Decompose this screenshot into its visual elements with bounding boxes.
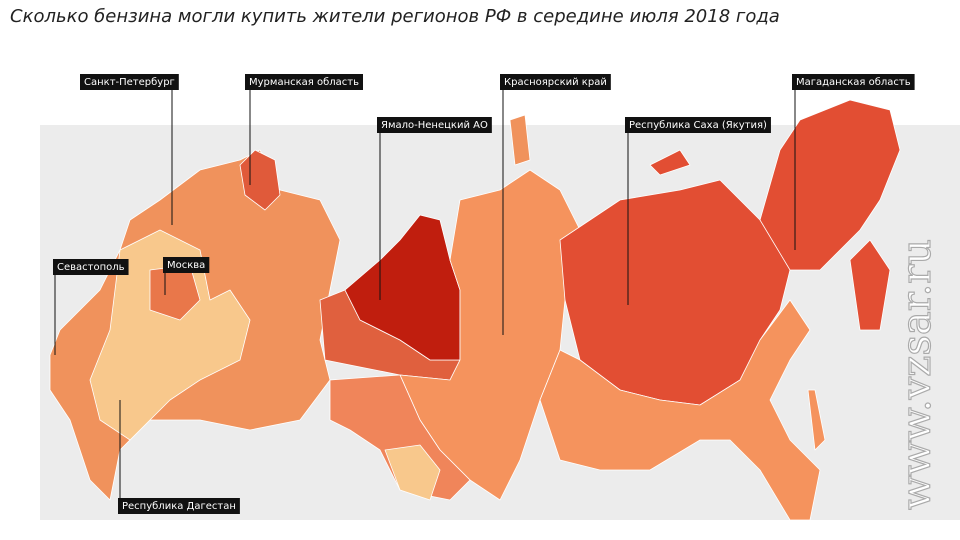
label: Севастополь [57,262,125,273]
watermark: www.vzsar.ru [894,239,940,510]
title: Сколько бензина могли купить жители реги… [10,6,780,27]
label: Мурманская область [249,77,359,88]
label: Ямало-Ненецкий АО [381,120,488,131]
label: Красноярский край [504,77,607,88]
label: Москва [167,260,205,271]
label: Республика Саха (Якутия) [629,120,767,131]
label: Магаданская область [796,77,911,88]
label: Республика Дагестан [122,501,236,512]
regions [49,99,901,521]
leaders [54,90,796,498]
label: Санкт-Петербург [84,77,175,88]
labels: Санкт-Петербург Мурманская область Красн… [53,74,915,514]
